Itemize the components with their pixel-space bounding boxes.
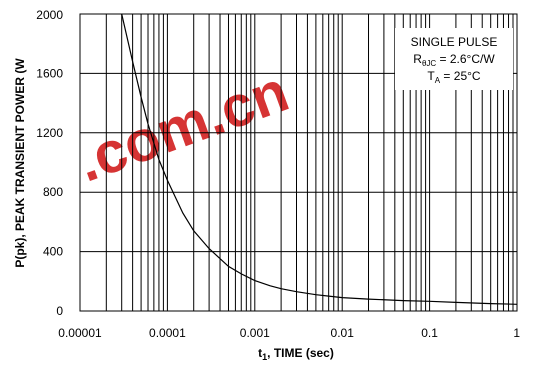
- x-axis-title-rest: , TIME (sec): [267, 346, 334, 360]
- x-tick-label: 1: [513, 326, 520, 340]
- y-tick-label: 0: [56, 304, 63, 318]
- y-tick-label: 2000: [36, 8, 63, 22]
- legend-r-sub: θJC: [422, 59, 436, 68]
- x-tick-label: 0.1: [421, 326, 438, 340]
- x-tick-label: 0.001: [240, 326, 270, 340]
- legend-line-1: SINGLE PULSE: [411, 35, 498, 49]
- legend-r: R: [413, 52, 422, 66]
- watermark: .com.cn: [69, 59, 297, 195]
- y-axis-title: P(pk), PEAK TRANSIENT POWER (W: [13, 58, 27, 268]
- legend-t-value: = 25°C: [440, 69, 481, 83]
- y-tick-label: 1600: [36, 66, 63, 80]
- y-tick-label: 400: [43, 245, 63, 259]
- x-tick-label: 0.00001: [58, 326, 102, 340]
- y-tick-label: 1200: [36, 126, 63, 140]
- legend-box: SINGLE PULSE RθJC = 2.6°C/W TA = 25°C: [395, 28, 513, 90]
- plot-frame: [79, 13, 518, 312]
- x-axis-title-sub: 1: [262, 352, 267, 362]
- legend-r-value: = 2.6°C/W: [436, 52, 495, 66]
- legend-t-sub: A: [435, 76, 441, 85]
- x-tick-labels: 0.00001 0.0001 0.001 0.01 0.1 1: [58, 326, 520, 340]
- x-axis-title-main: t: [258, 346, 262, 360]
- series-line-1: [121, 13, 518, 305]
- x-axis-title: t1, TIME (sec): [258, 346, 334, 362]
- legend-line-3: TA = 25°C: [427, 69, 481, 85]
- watermark-text: .com.cn: [69, 59, 297, 195]
- series-layer: [121, 13, 518, 305]
- x-tick-label: 0.0001: [149, 326, 186, 340]
- x-tick-label: 0.01: [331, 326, 355, 340]
- y-tick-label: 800: [43, 185, 63, 199]
- legend-t: T: [427, 69, 435, 83]
- y-tick-labels: 0 400 800 1200 1600 2000: [36, 8, 63, 318]
- legend-line-2: RθJC = 2.6°C/W: [413, 52, 495, 68]
